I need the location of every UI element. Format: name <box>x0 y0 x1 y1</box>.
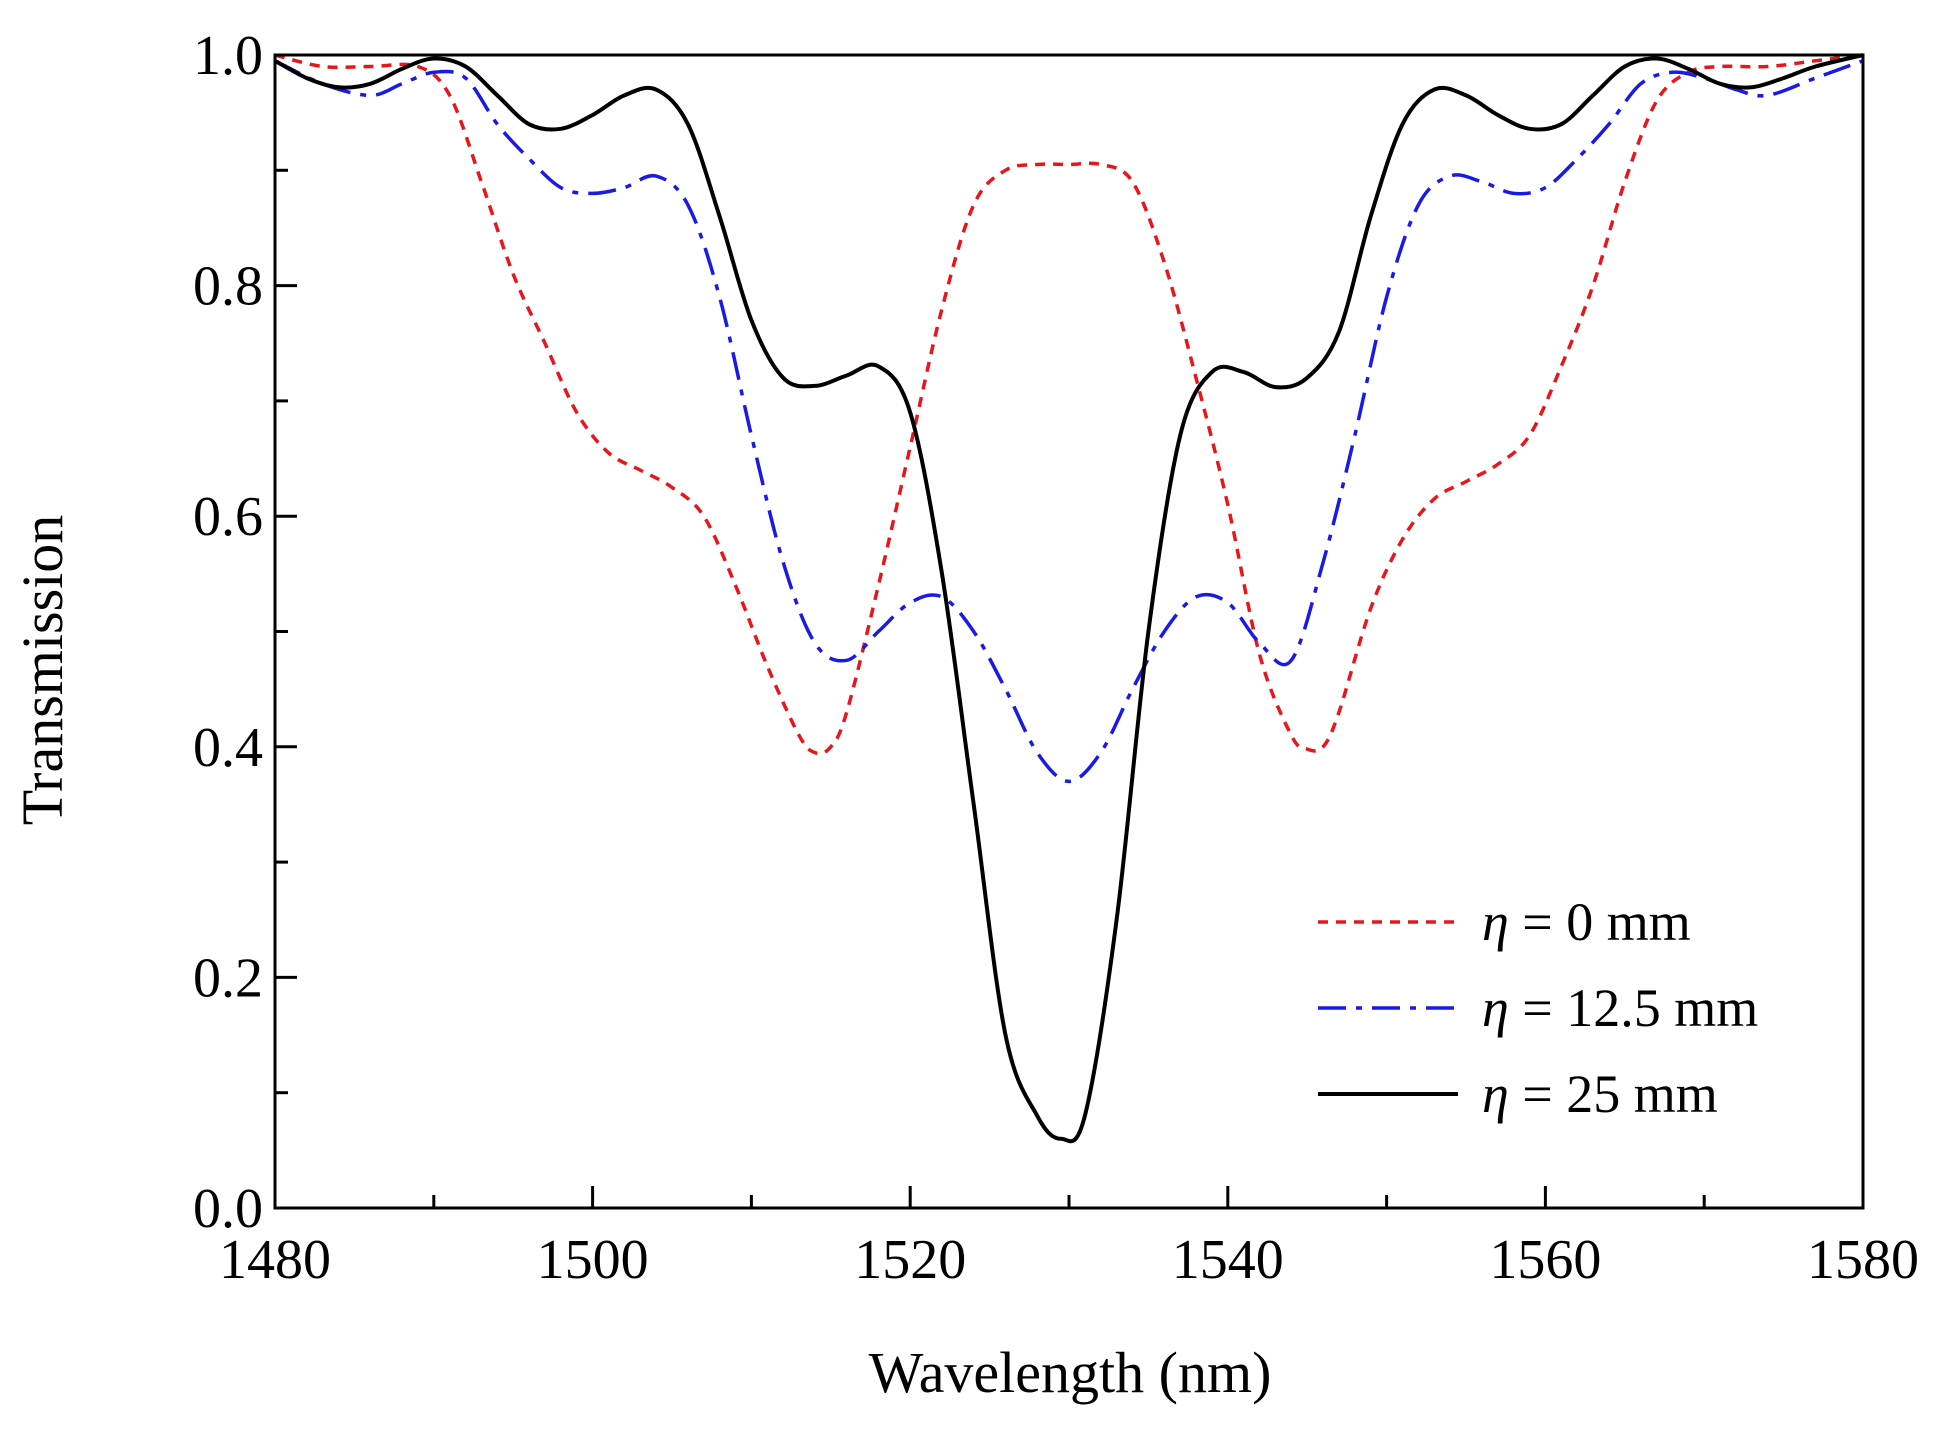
plot-lines <box>274 53 1864 1144</box>
legend-label-0: η = 0 mm <box>1482 892 1691 952</box>
x-axis-tick-labels: 1480 1500 1520 1540 1560 1580 <box>219 1229 1919 1291</box>
x-tick-label: 1540 <box>1172 1229 1284 1291</box>
legend-eta-symbol: η <box>1482 892 1509 952</box>
y-tick-label: 0.2 <box>193 947 263 1009</box>
x-tick-label: 1500 <box>537 1229 649 1291</box>
y-axis-tick-labels: 0.0 0.2 0.4 0.6 0.8 1.0 <box>193 25 263 1240</box>
legend: η = 0 mmη = 12.5 mmη = 25 mm <box>1318 892 1758 1124</box>
legend-eta-symbol: η <box>1482 978 1509 1038</box>
x-axis-title: Wavelength (nm) <box>869 1340 1272 1405</box>
legend-label-1: η = 12.5 mm <box>1482 978 1758 1038</box>
y-tick-label: 0.8 <box>193 256 263 318</box>
x-tick-label: 1560 <box>1489 1229 1601 1291</box>
legend-eta-symbol: η <box>1482 1064 1509 1124</box>
series-line-2 <box>274 53 1864 1144</box>
y-axis-title: Transmission <box>10 515 75 826</box>
legend-label-text: = 0 mm <box>1509 892 1691 952</box>
y-tick-label: 0.6 <box>193 486 263 548</box>
y-tick-label: 0.4 <box>193 717 263 779</box>
x-tick-label: 1520 <box>854 1229 966 1291</box>
x-axis-ticks <box>273 1186 1865 1208</box>
series-line-1 <box>274 59 1864 784</box>
legend-label-text: = 25 mm <box>1509 1064 1718 1124</box>
x-tick-label: 1580 <box>1807 1229 1919 1291</box>
legend-label-text: = 12.5 mm <box>1509 978 1758 1038</box>
y-tick-label: 1.0 <box>193 25 263 87</box>
series-line-0 <box>274 53 1864 756</box>
y-tick-label: 0.0 <box>193 1178 263 1240</box>
y-axis-ticks <box>275 53 297 1210</box>
legend-label-2: η = 25 mm <box>1482 1064 1718 1124</box>
x-tick-label: 1480 <box>219 1229 331 1291</box>
